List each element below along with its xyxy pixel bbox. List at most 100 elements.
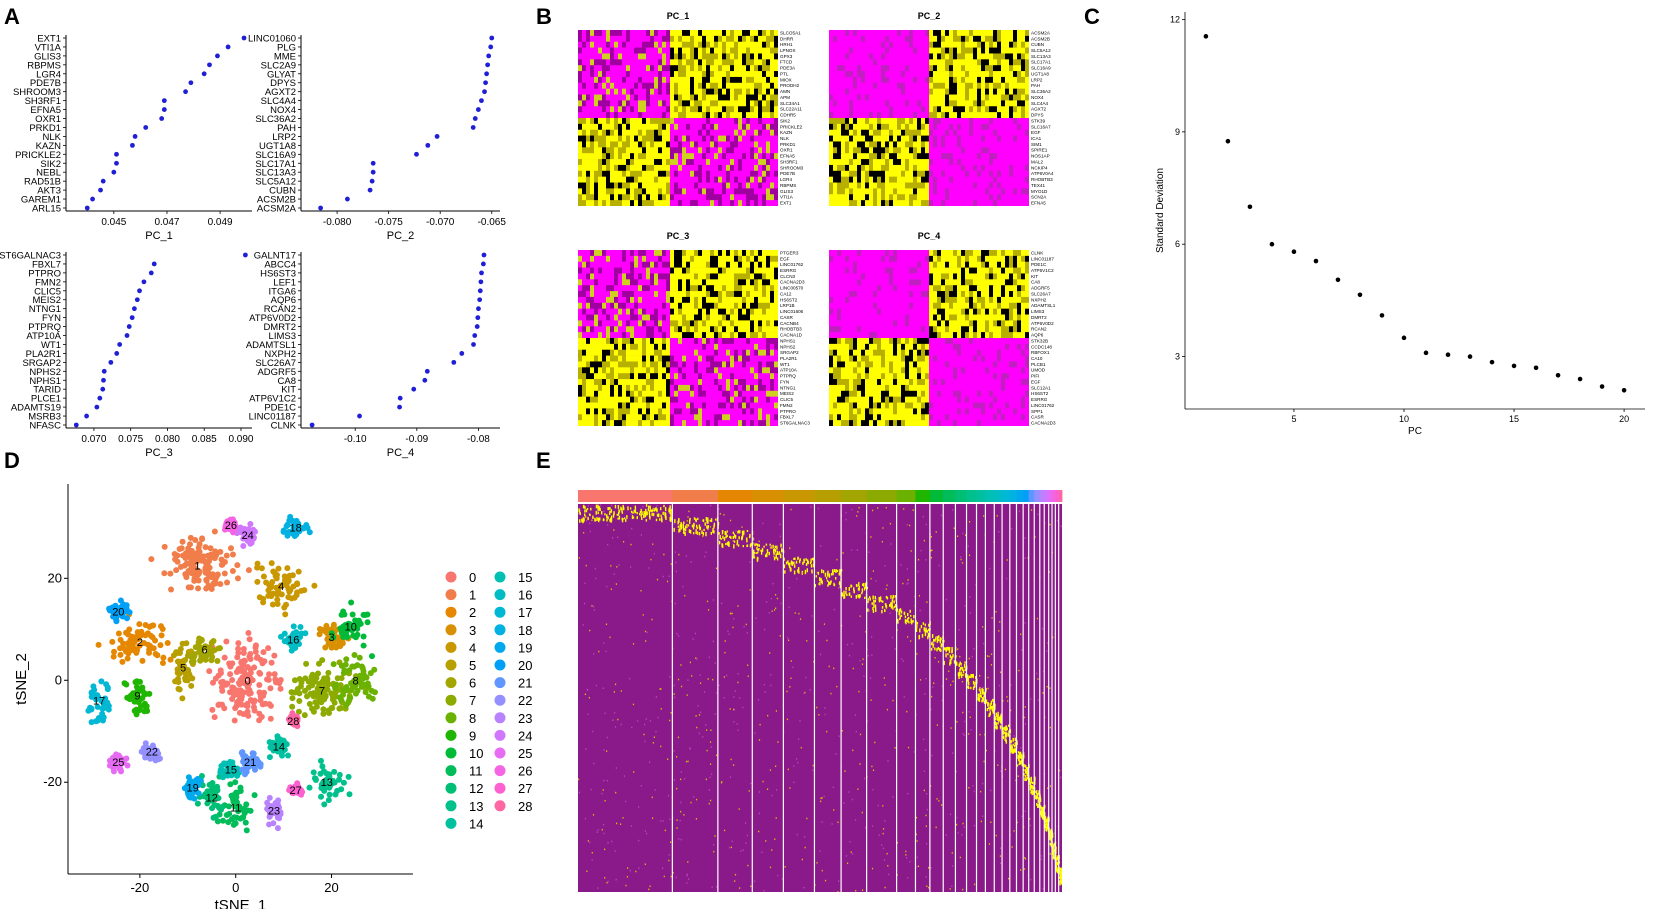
x-tick-label: -0.09 [405,434,428,445]
gene-label: CUBN [269,186,296,197]
gene-label: OXR1 [35,114,61,125]
loading-point [241,35,247,41]
x-tick-label: 0.047 [154,217,179,228]
panel-b-pc-heatmaps: PC_1SLCO5A1DHRRHRH1LPNOXGPX3FTCDPDE3APTL… [578,11,1056,426]
loading-point [479,98,484,104]
gene-label: ATP6V1C2 [249,394,296,405]
loading-point [344,196,350,202]
loading-point [148,270,154,276]
gene-label: ADAMTS19 [11,403,61,414]
loading-point [318,205,323,211]
gene-label: PTPRO [28,268,61,279]
gene-label: PRICKLE2 [15,150,61,161]
gene-label: LINC01060 [248,34,296,45]
gene-label: ARL15 [32,204,61,215]
gene-label: GLYAT [267,69,296,80]
loading-point [471,342,476,347]
x-tick-label: -0.10 [344,434,367,445]
x-tick-label: 0.075 [118,434,143,445]
loading-point [84,205,90,211]
gene-label: ABCC4 [264,259,296,270]
loading-point [411,386,417,392]
loading-point [367,187,373,193]
loading-point [151,261,157,267]
gene-label: NEBL [36,168,61,179]
gene-label: MME [274,51,296,62]
loading-point [94,404,100,410]
loading-point [476,306,481,312]
gene-label: PDE1C [264,403,296,414]
loading-plot-pc-1: EXT1VTI1AGLIS3RBPMSLGR4PDE7BSHROOM3SH3RF… [13,34,252,242]
loading-point [132,134,138,139]
loading-point [100,386,106,392]
loading-point [397,395,403,401]
gene-label: ACSM2A [257,204,297,215]
gene-label: MSRB3 [28,412,61,423]
loading-point [161,98,167,104]
loading-point [117,342,123,347]
panel-a-loadings: EXT1VTI1AGLIS3RBPMSLGR4PDE7BSHROOM3SH3RF… [0,34,506,460]
gene-label: NLK [43,132,62,143]
gene-label: SLC13A3 [255,168,296,179]
gene-label: ST6GALNAC3 [0,251,61,262]
x-tick-label: 0.070 [81,434,106,445]
x-tick-label: -0.08 [467,434,490,445]
loading-point [488,44,494,50]
gene-label: KIT [281,385,296,396]
gene-label: GALNT17 [254,251,296,262]
gene-label: MEIS2 [32,295,61,306]
loading-plot-pc-2: LINC01060PLGMMESLC2A9GLYATDPYSAGXT2SLC4A… [248,34,506,243]
panel-letter-c: C [1084,4,1100,29]
gene-label: ADGRF5 [257,367,296,378]
gene-label: LRP2 [272,132,296,143]
loading-point [114,160,119,166]
loading-point [114,151,119,157]
loading-point [141,279,147,285]
loading-point [422,377,428,383]
loading-point [481,252,487,258]
x-axis-label: PC_2 [387,230,415,242]
gene-label: SLC4A4 [261,96,296,107]
gene-label: PRKD1 [29,123,61,134]
gene-label: CLIC5 [34,286,61,297]
gene-label: SRGAP2 [22,358,61,369]
x-axis-label: PC_4 [387,447,415,459]
gene-label: SLC5A12 [255,177,296,188]
gene-label: PLG [277,42,296,53]
loading-point [98,187,103,193]
gene-label: DMRT2 [263,322,296,333]
gene-label: UGT1A8 [259,141,296,152]
loading-point [451,359,457,365]
gene-label: LEF1 [273,277,296,288]
loading-point [425,142,431,148]
gene-label: LIMS3 [269,331,296,342]
gene-label: NOX4 [270,105,296,116]
x-tick-label: 0.090 [228,434,253,445]
loading-point [111,169,117,175]
gene-label: SLC26A7 [255,358,296,369]
gene-label: LINC01187 [249,412,296,423]
x-tick-label: 0.045 [101,217,126,228]
gene-label: SLC2A9 [261,60,296,71]
gene-label: SLC16A9 [255,150,296,161]
gene-label: SLC17A1 [255,159,296,170]
loading-point [188,80,194,86]
loading-point [489,35,495,41]
loading-point [225,44,231,50]
loading-point [215,53,220,59]
gene-label: PAH [277,123,296,134]
loading-point [97,395,103,401]
gene-label: NTNG1 [29,304,61,315]
loading-point [480,261,486,267]
gene-label: AGXT2 [265,87,296,98]
loading-point [242,252,248,258]
gene-label: RAD51B [24,177,61,188]
gene-label: PTPRQ [28,322,61,333]
gene-label: TARID [33,385,61,396]
gene-label: ITGA6 [269,286,296,297]
loading-point [424,368,430,374]
gene-label: CLNK [271,421,297,432]
gene-label: AQP6 [271,295,296,306]
gene-label: EFNA5 [30,105,61,116]
loading-point [159,116,165,121]
